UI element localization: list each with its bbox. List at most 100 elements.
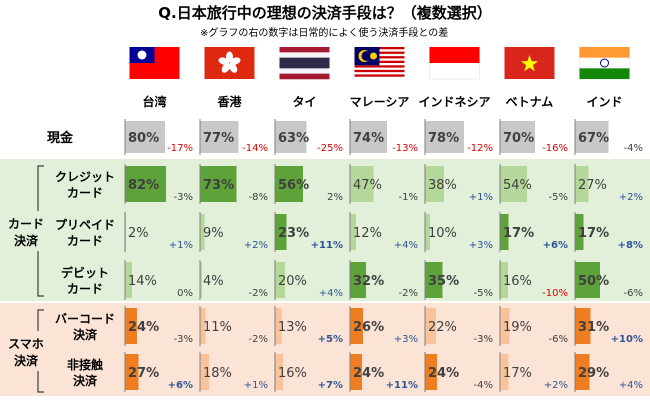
value-label: 19% [503,320,532,335]
value-label: 17% [503,366,532,381]
bar [275,354,283,390]
value-label: 77% [203,131,234,146]
bar [350,308,363,344]
bar [275,166,303,202]
value-label: 38% [428,178,457,193]
bar [200,308,206,344]
diff-label: -25% [317,143,343,154]
bar [575,214,584,250]
diff-label: -13% [392,143,418,154]
bar [200,262,202,298]
bauhinia-petal [218,57,230,65]
diff-label: -12% [467,143,493,154]
value-label: 10% [428,226,457,241]
row-label: カード [67,234,103,248]
diff-label: +8% [618,240,643,251]
diff-label: -2% [249,334,268,345]
diff-label: +4% [394,240,418,251]
value-label: 73% [203,178,234,193]
diff-label: -3% [174,192,193,203]
bauhinia-petal [228,62,238,73]
value-label: 14% [128,274,157,289]
smartphone-group-label: スマホ [8,337,44,351]
diff-label: +3% [394,334,418,345]
row-label: クレジット [55,170,115,184]
diff-label: +1% [469,192,493,203]
bauhinia-petal [229,57,241,65]
country-label: 台湾 [142,94,166,109]
diff-label: +5% [318,334,343,345]
value-label: 32% [353,274,384,289]
bar [350,354,362,390]
diff-label: +11% [311,240,343,251]
diff-label: +2% [244,240,268,251]
bar [200,354,209,390]
bar [500,262,508,298]
flag-stripe [279,73,330,80]
diff-label: -4% [624,143,643,154]
chart-title: Q.日本旅行中の理想の決済手段は？（複数選択） [158,4,492,22]
country-label: インドネシア [418,95,490,109]
value-label: 27% [128,366,159,381]
value-label: 24% [428,366,459,381]
bar [125,308,137,344]
country-label: ベトナム [506,95,554,109]
bar [275,121,307,153]
bar [425,166,444,202]
card-group-label: カード [8,217,44,231]
value-label: 74% [353,131,384,146]
value-label: 13% [278,320,307,335]
row-label: 現金 [47,130,74,146]
diff-label: +6% [543,240,568,251]
diff-label: +10% [611,334,643,345]
indonesia-flag-red-band [429,47,480,63]
bar [575,262,600,298]
value-label: 12% [353,226,382,241]
flag-stripe [279,68,330,74]
value-label: 70% [503,131,534,146]
bar [200,121,239,153]
diff-label: +4% [319,288,343,299]
bar [125,354,139,390]
value-label: 4% [203,274,224,289]
value-label: 22% [428,320,457,335]
bar [575,354,590,390]
value-label: 24% [128,320,159,335]
card-group-label: 決済 [14,233,39,248]
row-label: デビット [61,265,109,280]
bar [500,308,510,344]
value-label: 47% [353,178,382,193]
diff-label: +3% [469,240,493,251]
value-label: 11% [203,320,232,335]
chart-subtitle: ※グラフの右の数字は日常的によく使う決済手段との差 [200,28,449,39]
country-label: マレーシア [350,95,410,109]
diff-label: +2% [619,192,643,203]
value-label: 18% [203,366,232,381]
value-label: 63% [278,131,309,146]
diff-label: +6% [168,380,193,391]
bar [350,166,374,202]
bar [275,308,282,344]
diff-label: -6% [624,288,643,299]
diff-label: -2% [399,288,418,299]
row-label: 決済 [73,373,98,388]
india-flag-green-band [579,68,630,79]
bar [500,214,509,250]
malaysia-flag-star [370,52,377,60]
card-group-background [0,158,650,302]
diff-label: 0% [177,288,193,299]
flag-stripe [279,57,330,64]
diff-label: -5% [474,288,493,299]
diff-label: -3% [174,334,193,345]
bar [575,308,591,344]
row-label: プリペイド [55,217,115,232]
bar [125,121,165,153]
bar [200,166,237,202]
value-label: 35% [428,274,459,289]
flag-stripe [279,52,330,58]
flag-stripe [354,74,405,77]
diff-label: -4% [474,380,493,391]
country-label: タイ [292,95,316,109]
bar [425,121,464,153]
value-label: 67% [578,131,609,146]
